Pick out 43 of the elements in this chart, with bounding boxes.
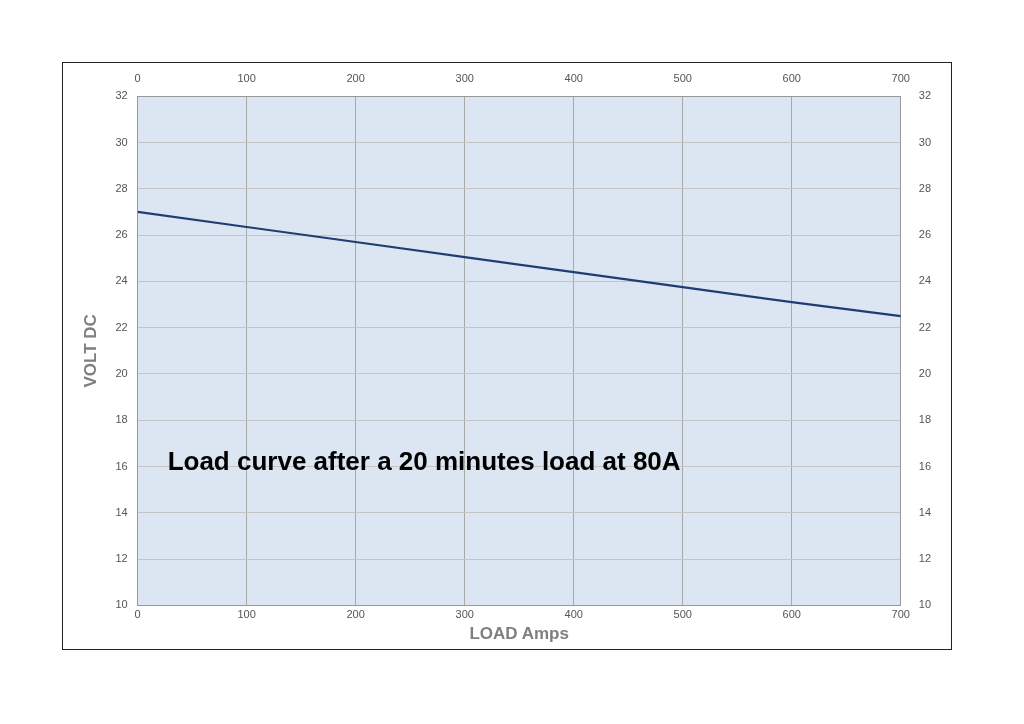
x-tick-label: 500 <box>673 608 692 621</box>
y2-tick-label: 28 <box>918 181 932 194</box>
y-tick-label: 16 <box>115 459 128 472</box>
x-tick-label: 400 <box>564 608 583 621</box>
x2-tick-label: 100 <box>237 71 256 84</box>
x2-tick-label: 600 <box>782 71 801 84</box>
y-tick-label: 26 <box>115 228 128 241</box>
y-tick-label: 30 <box>115 135 128 148</box>
x-tick-label: 600 <box>782 608 801 621</box>
x2-tick-label: 0 <box>134 71 141 84</box>
y-tick-label: 24 <box>115 274 128 287</box>
annotation: Load curve after a 20 minutes load at 80A <box>167 446 681 476</box>
y2-tick-label: 24 <box>918 274 932 287</box>
y-tick-label: 20 <box>115 366 128 379</box>
x-tick-label: 200 <box>346 608 365 621</box>
y2-tick-label: 22 <box>918 320 932 333</box>
y2-tick-label: 12 <box>918 552 932 565</box>
x2-tick-label: 700 <box>891 71 910 84</box>
y-tick-label: 22 <box>115 320 128 333</box>
y-tick-label: 14 <box>115 505 128 518</box>
x2-tick-label: 200 <box>346 71 365 84</box>
y-tick-label: 10 <box>115 598 128 611</box>
x-tick-label: 700 <box>891 608 910 621</box>
x-tick-label: 0 <box>134 608 141 621</box>
y2-tick-label: 26 <box>918 228 932 241</box>
x-tick-label: 100 <box>237 608 256 621</box>
y2-tick-label: 30 <box>918 135 932 148</box>
y-tick-label: 12 <box>115 552 128 565</box>
y2-tick-label: 10 <box>918 598 932 611</box>
y2-tick-label: 20 <box>918 366 932 379</box>
x2-tick-label: 300 <box>455 71 474 84</box>
y-tick-label: 18 <box>115 413 128 426</box>
x2-tick-label: 500 <box>673 71 692 84</box>
x-tick-label: 300 <box>455 608 474 621</box>
y2-tick-label: 32 <box>918 89 932 102</box>
y2-tick-label: 18 <box>918 413 932 426</box>
y2-tick-label: 16 <box>918 459 932 472</box>
y-tick-label: 28 <box>115 181 128 194</box>
y-axis-title: VOLT DC <box>80 314 100 388</box>
y-tick-label: 32 <box>115 89 128 102</box>
x-axis-title: LOAD Amps <box>469 624 569 644</box>
x2-tick-label: 400 <box>564 71 583 84</box>
y2-tick-label: 14 <box>918 505 932 518</box>
